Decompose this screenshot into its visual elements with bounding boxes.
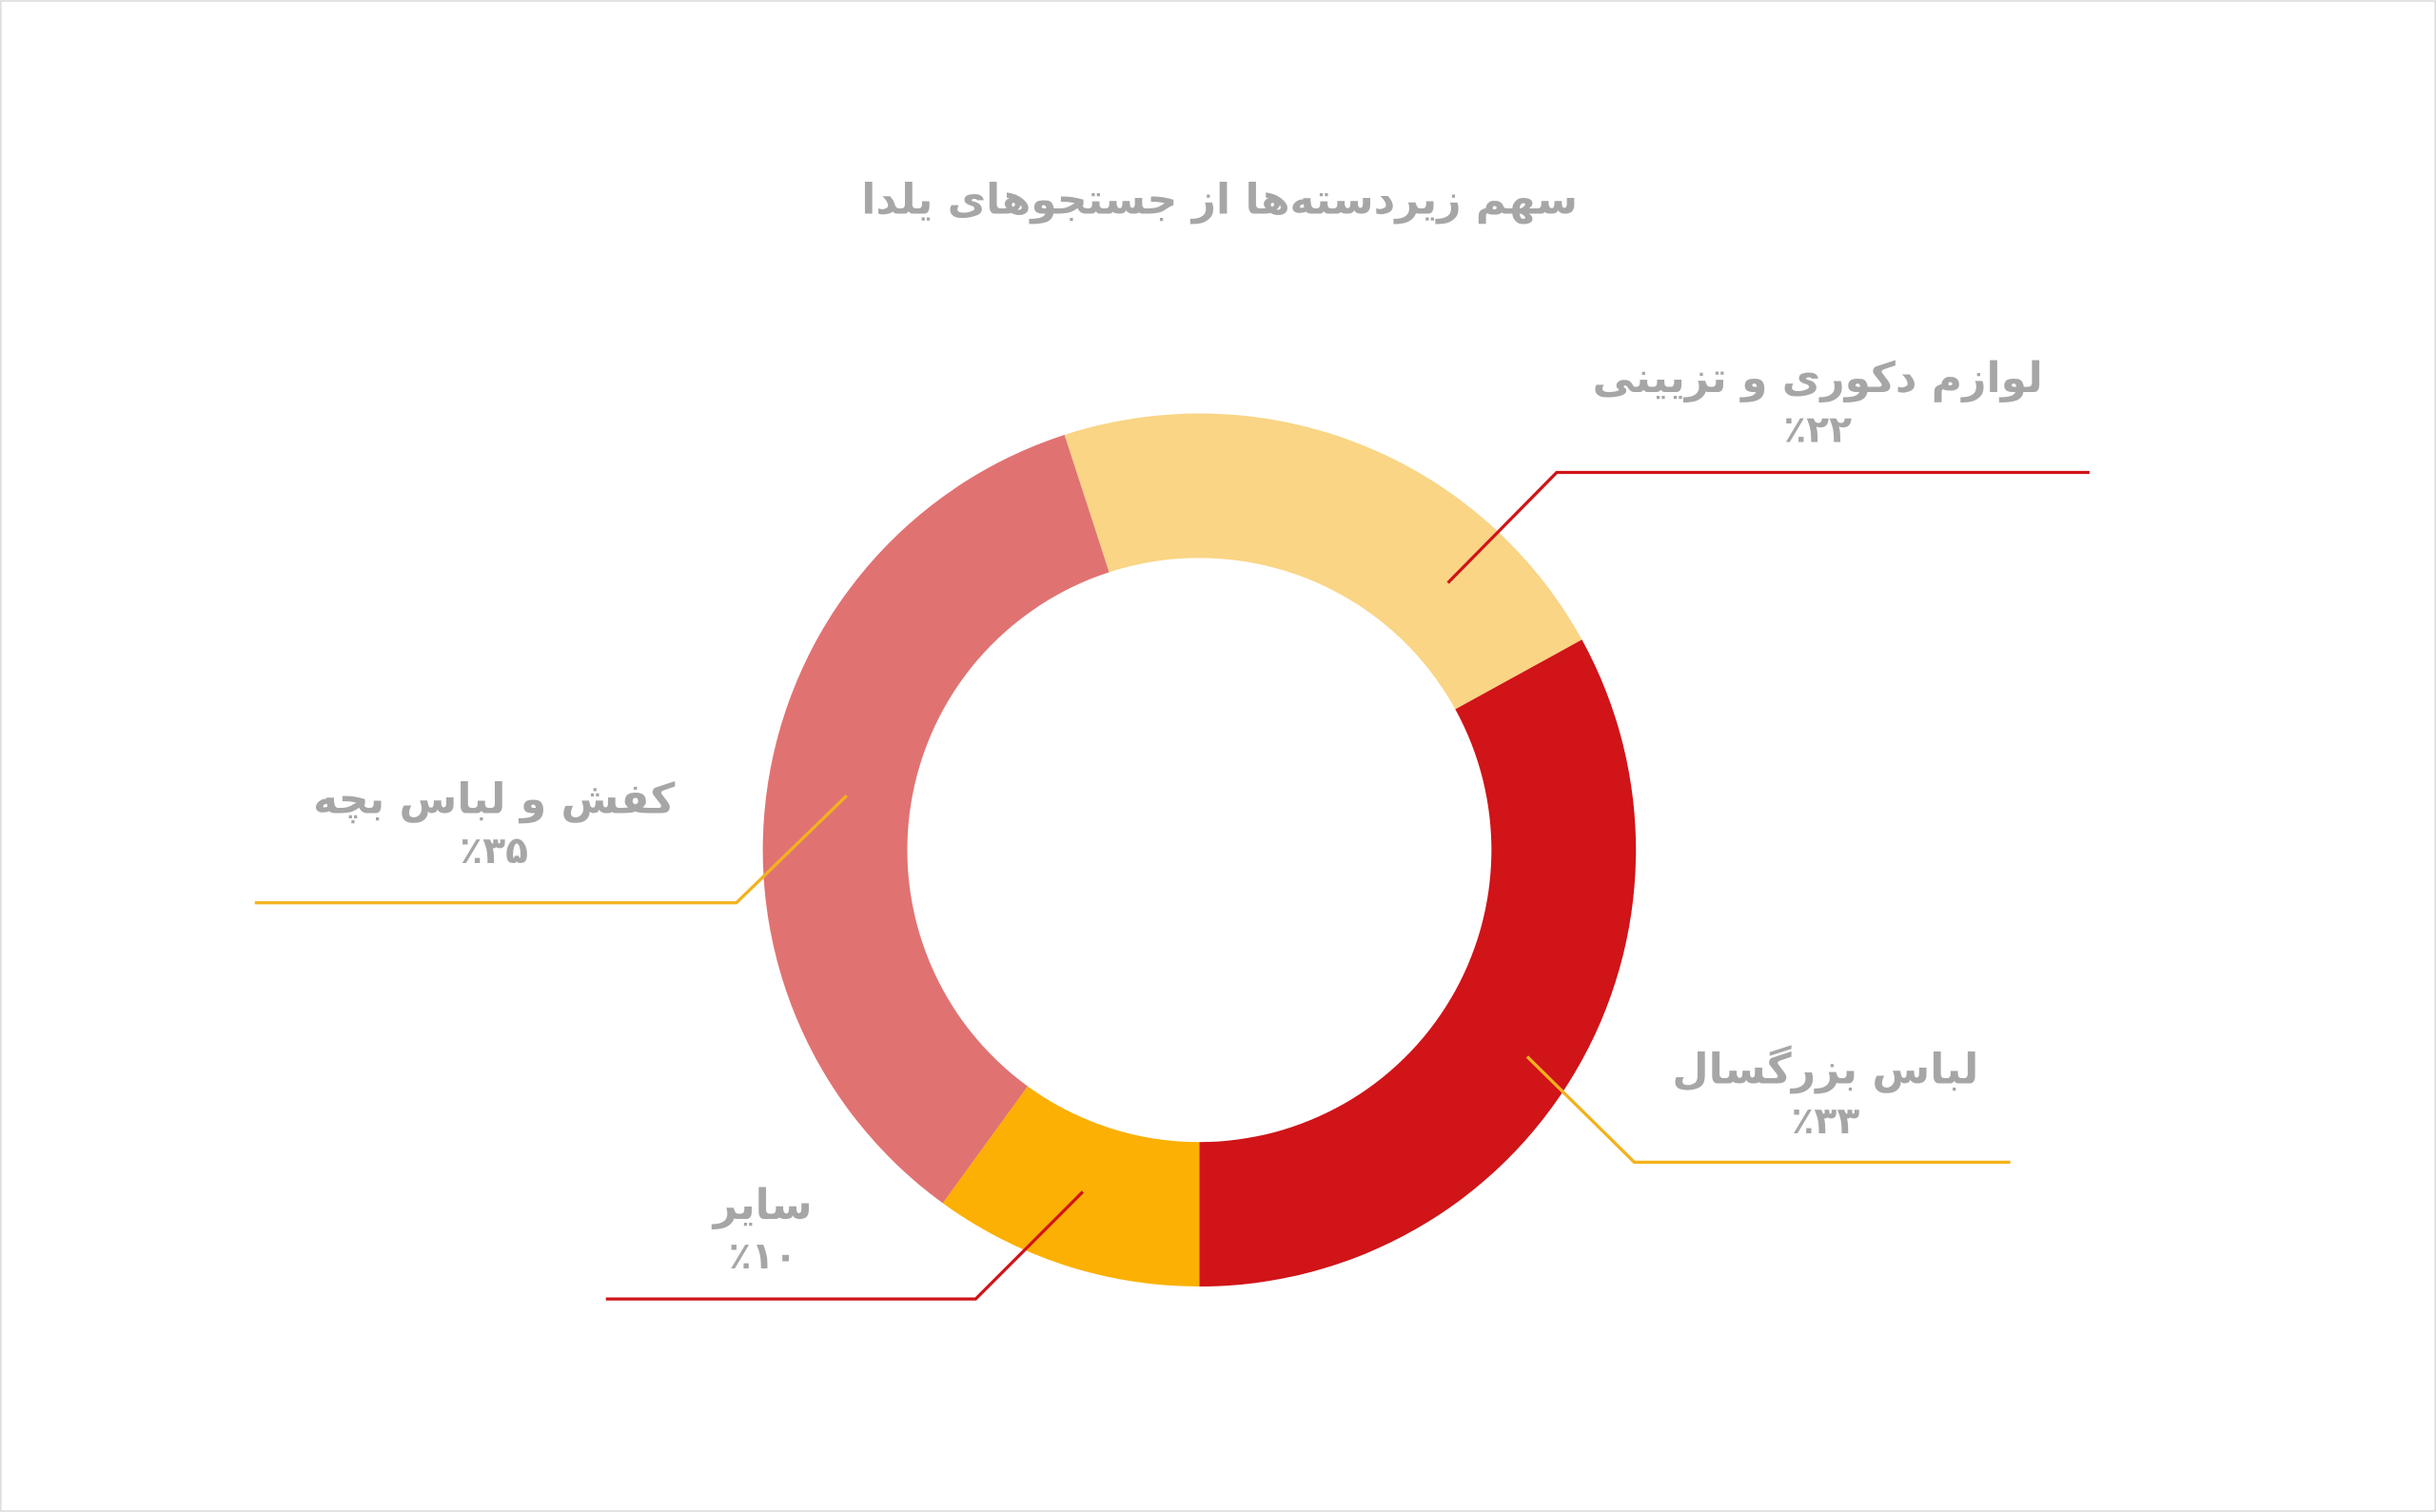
leader-line — [254, 794, 848, 905]
slice-label: لوازم دکوری و تزیینی — [1593, 354, 2043, 403]
chart-title: سهم زیردسته‌ها از جستجوهای یلدا — [861, 175, 1578, 224]
leader-line — [1525, 1055, 2011, 1165]
leader-line — [605, 1190, 1085, 1301]
value-label: ٪۱۰ — [729, 1235, 797, 1278]
value-label: ٪۲۲ — [1783, 409, 1852, 452]
donut-slice — [1199, 639, 1637, 1287]
donut-slice — [1064, 413, 1582, 710]
donut-slice — [762, 434, 1110, 1204]
slice-label: لباس بزرگسال — [1672, 1045, 1978, 1094]
donut-slice — [942, 1086, 1200, 1287]
slice-label: سایر — [712, 1181, 813, 1229]
slice-label: کفش و لباس بچه — [313, 776, 675, 824]
value-label: ٪۳۵ — [460, 830, 528, 873]
leader-line — [1446, 470, 2090, 584]
value-label: ٪۳۳ — [1792, 1100, 1860, 1143]
